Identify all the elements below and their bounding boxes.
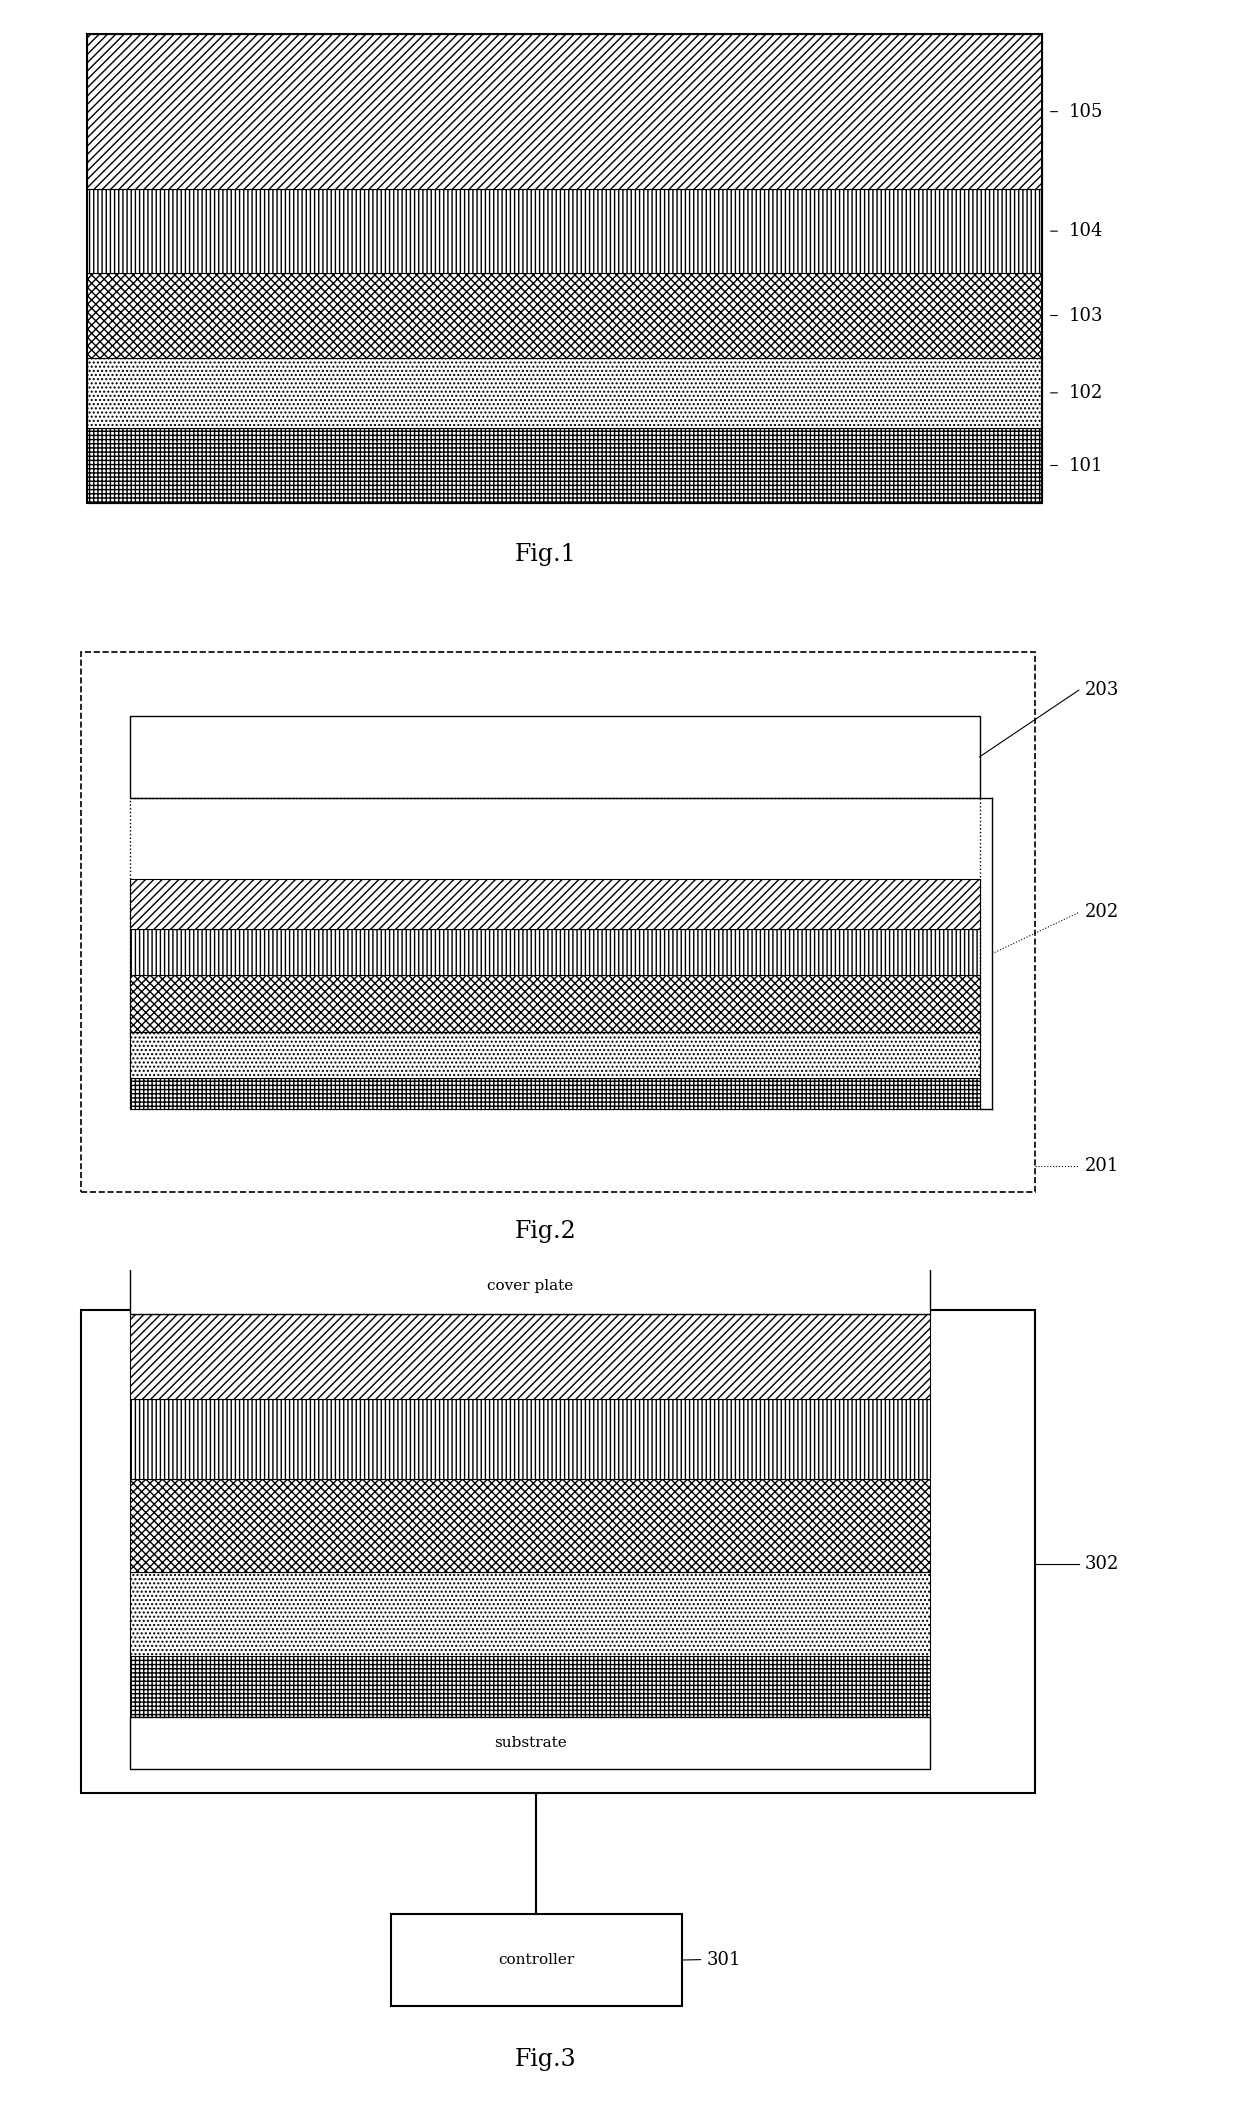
Bar bbox=[130, 1315, 930, 1399]
Text: substrate: substrate bbox=[494, 1736, 567, 1751]
Bar bbox=[130, 976, 980, 1031]
Text: 103: 103 bbox=[1069, 307, 1104, 324]
Bar bbox=[130, 1399, 930, 1480]
Bar bbox=[87, 273, 1042, 358]
Bar bbox=[130, 798, 980, 1109]
Bar bbox=[87, 428, 1042, 504]
Bar bbox=[87, 188, 1042, 273]
Bar bbox=[130, 1480, 930, 1571]
Bar bbox=[130, 1031, 980, 1078]
Bar bbox=[87, 358, 1042, 428]
Text: 104: 104 bbox=[1069, 222, 1104, 239]
Bar bbox=[130, 1078, 980, 1109]
Bar bbox=[87, 34, 1042, 188]
Text: Fig.1: Fig.1 bbox=[515, 542, 577, 565]
Bar bbox=[130, 929, 980, 976]
Bar bbox=[130, 1717, 930, 1770]
Text: Fig.3: Fig.3 bbox=[515, 2047, 577, 2070]
Text: 302: 302 bbox=[1085, 1554, 1120, 1573]
Text: 201: 201 bbox=[1085, 1158, 1120, 1175]
Text: 301: 301 bbox=[707, 1950, 742, 1969]
Text: Fig.2: Fig.2 bbox=[515, 1219, 577, 1243]
Text: controller: controller bbox=[498, 1954, 574, 1967]
Text: cover plate: cover plate bbox=[487, 1279, 573, 1293]
Bar bbox=[130, 1655, 930, 1717]
Text: 105: 105 bbox=[1069, 102, 1104, 121]
Text: 101: 101 bbox=[1069, 457, 1104, 474]
Text: 202: 202 bbox=[1085, 904, 1120, 921]
Bar bbox=[130, 716, 980, 798]
Bar bbox=[87, 34, 1042, 504]
Bar bbox=[130, 1257, 930, 1315]
Text: 203: 203 bbox=[1085, 682, 1120, 699]
Text: 102: 102 bbox=[1069, 383, 1104, 402]
Bar bbox=[130, 879, 980, 929]
Bar bbox=[81, 1310, 1035, 1793]
Bar bbox=[81, 652, 1035, 1192]
Bar bbox=[391, 1914, 682, 2007]
Bar bbox=[130, 1571, 930, 1655]
